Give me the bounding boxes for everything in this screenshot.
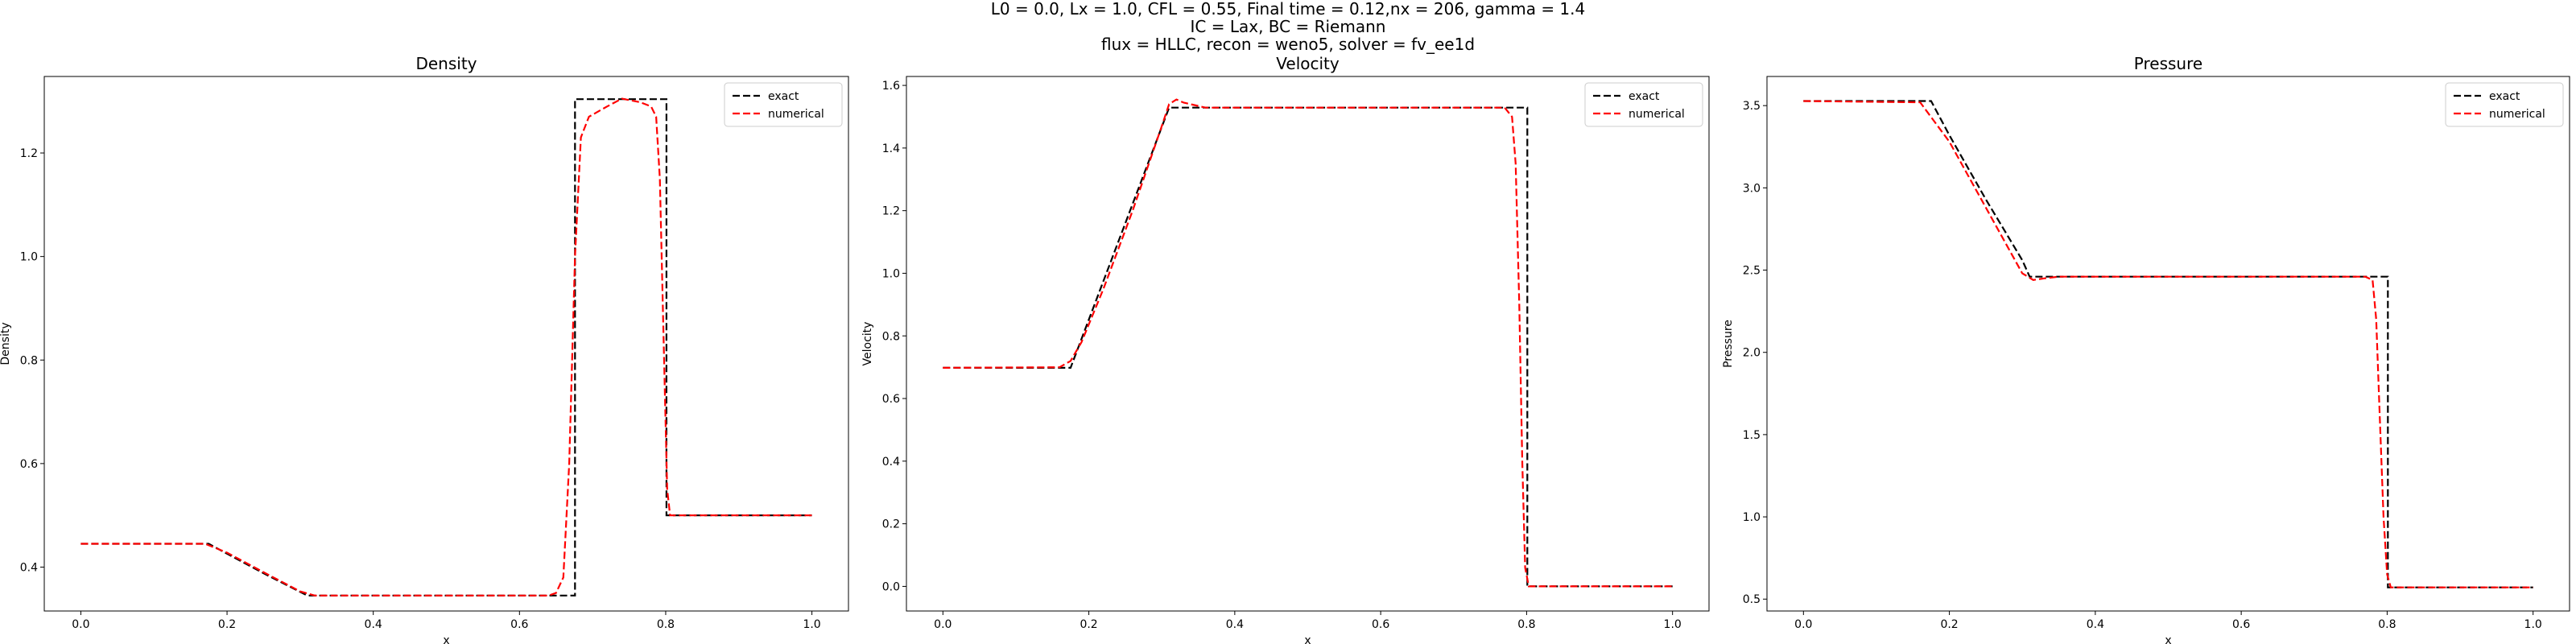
pressure-xtick-label: 1.0 [2524, 618, 2542, 631]
velocity-legend-label-exact: exact [1629, 90, 1660, 103]
pressure-legend [2445, 82, 2564, 127]
pressure-ytick-label: 0.5 [1743, 593, 1761, 606]
density-legend-label-numerical: numerical [768, 108, 824, 121]
pressure-legend-label-exact: exact [2489, 90, 2520, 103]
density-title: Density [415, 54, 477, 73]
density-xtick-label: 0.2 [218, 618, 236, 631]
suptitle-line-3: flux = HLLC, recon = weno5, solver = fv_… [1101, 35, 1475, 54]
suptitle-line-1: L0 = 0.0, Lx = 1.0, CFL = 0.55, Final ti… [991, 0, 1586, 19]
pressure-ytick-label: 2.0 [1743, 347, 1761, 360]
pressure-ylabel: Pressure [1722, 320, 1735, 368]
density-xtick-label: 1.0 [803, 618, 820, 631]
velocity-ytick-label: 1.6 [882, 80, 900, 93]
pressure-xtick-label: 0.4 [2087, 618, 2104, 631]
pressure-panel: Pressure 0.0 0.2 0.4 0.6 0.8 1.0 0.5 1.0 1.5 2.0 2.… [1722, 54, 2570, 644]
density-ylabel: Density [0, 322, 12, 365]
density-xtick-label: 0.8 [657, 618, 675, 631]
velocity-ytick-label: 0.6 [882, 393, 900, 406]
velocity-ytick-label: 1.0 [882, 267, 900, 280]
suptitle-line-2: IC = Lax, BC = Riemann [1191, 17, 1386, 36]
density-legend-label-exact: exact [768, 90, 799, 103]
density-panel: Density 0.0 0.2 0.4 0.6 0.8 1.0 0.4 0.6 0.8 1.0 1.2… [0, 54, 849, 644]
velocity-ytick-label: 1.4 [882, 142, 900, 155]
velocity-series-numerical [943, 98, 1673, 588]
density-xtick-label: 0.4 [365, 618, 382, 631]
velocity-axes-frame [906, 76, 1710, 612]
velocity-ytick-label: 1.2 [882, 205, 900, 218]
density-series-numerical [80, 97, 812, 597]
velocity-xtick-label: 0.6 [1372, 618, 1389, 631]
velocity-xlabel: x [1304, 634, 1311, 644]
pressure-title: Pressure [2134, 54, 2202, 73]
pressure-ytick-label: 2.5 [1743, 265, 1761, 278]
pressure-series-exact [1803, 100, 2533, 588]
pressure-ytick-label: 1.0 [1743, 511, 1761, 524]
density-xtick-label: 0.0 [72, 618, 89, 631]
velocity-ytick-label: 0.0 [882, 580, 900, 593]
velocity-xtick-label: 0.0 [934, 618, 952, 631]
velocity-ytick-label: 0.8 [882, 330, 900, 343]
pressure-xtick-label: 0.2 [1940, 618, 1958, 631]
density-ytick-label: 0.4 [20, 561, 38, 574]
pressure-xtick-label: 0.0 [1794, 618, 1812, 631]
velocity-legend-label-numerical: numerical [1629, 108, 1685, 121]
pressure-ytick-label: 1.5 [1743, 429, 1761, 442]
pressure-legend-label-numerical: numerical [2489, 108, 2545, 121]
velocity-xtick-label: 0.4 [1226, 618, 1244, 631]
velocity-legend [1584, 82, 1703, 127]
velocity-ylabel: Velocity [861, 322, 874, 366]
pressure-xtick-label: 0.6 [2232, 618, 2250, 631]
density-ytick-label: 1.2 [20, 147, 38, 160]
velocity-xtick-label: 1.0 [1664, 618, 1682, 631]
density-legend [724, 82, 843, 127]
velocity-ytick-label: 0.4 [882, 456, 900, 469]
density-axes-frame [43, 76, 849, 612]
velocity-xtick-label: 0.8 [1517, 618, 1535, 631]
pressure-xlabel: x [2165, 634, 2171, 644]
density-ytick-label: 0.8 [20, 354, 38, 367]
velocity-title: Velocity [1276, 54, 1340, 73]
density-ytick-label: 1.0 [20, 251, 38, 264]
pressure-axes-frame [1766, 76, 2570, 612]
density-xtick-label: 0.6 [510, 618, 528, 631]
pressure-series-numerical [1803, 100, 2533, 588]
velocity-panel: Velocity 0.0 0.2 0.4 0.6 0.8 1.0 0.0 0.2 0.4 0.6 0.… [861, 54, 1710, 644]
pressure-xtick-label: 0.8 [2378, 618, 2396, 631]
velocity-ytick-label: 0.2 [882, 518, 900, 531]
velocity-xtick-label: 0.2 [1080, 618, 1097, 631]
density-ytick-label: 0.6 [20, 458, 38, 471]
pressure-ytick-label: 3.0 [1743, 182, 1761, 195]
pressure-ytick-label: 3.5 [1743, 100, 1761, 113]
density-xlabel: x [443, 634, 449, 644]
